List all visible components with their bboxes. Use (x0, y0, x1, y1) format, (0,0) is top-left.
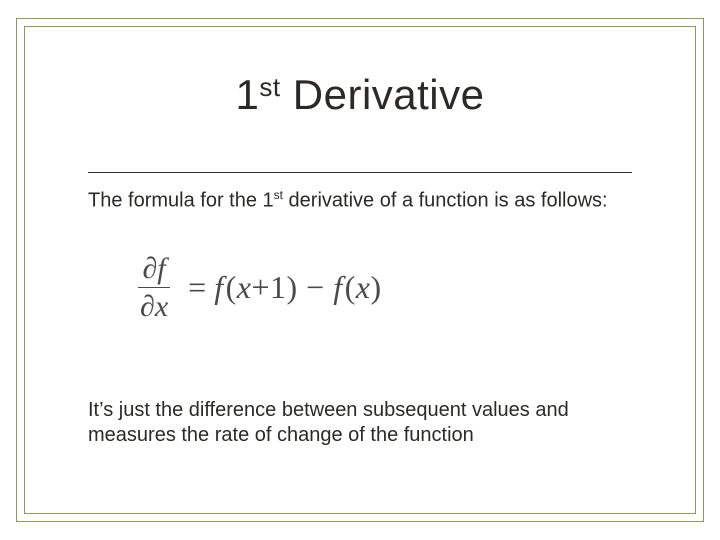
partial-x: ∂x (140, 290, 168, 323)
outro-text: It’s just the difference between subsequ… (88, 398, 632, 448)
intro-part-b: derivative of a function is as follows: (283, 190, 608, 212)
slide: 1st Derivative The formula for the 1st d… (0, 0, 720, 540)
rhs-one: 1 (270, 269, 287, 305)
fraction-numerator: ∂f (140, 252, 167, 285)
fraction: ∂f ∂x (138, 252, 170, 323)
rhs-f1: f (214, 269, 223, 305)
rhs-close2: ) (370, 269, 381, 305)
intro-superscript: st (274, 188, 283, 202)
intro-part-a: The formula for the 1 (88, 190, 274, 212)
partial-f: ∂f (142, 252, 165, 285)
title-underline (88, 172, 632, 173)
title-main: 1 (236, 71, 260, 118)
slide-title: 1st Derivative (0, 70, 720, 119)
rhs-plus: + (251, 269, 270, 305)
rhs-close1: ) (286, 269, 297, 305)
rhs-x1: x (237, 269, 252, 305)
equals-sign: = (188, 269, 206, 306)
intro-text: The formula for the 1st derivative of a … (88, 188, 632, 214)
rhs-x2: x (356, 269, 371, 305)
title-superscript: st (259, 72, 280, 102)
derivative-formula: ∂f ∂x = f(x+1) − f(x) (138, 252, 382, 322)
rhs-minus: − (298, 269, 334, 305)
rhs-open2: ( (345, 269, 356, 305)
rhs-open1: ( (226, 269, 237, 305)
formula-rhs: f(x+1) − f(x) (214, 269, 381, 306)
fraction-denominator: ∂x (138, 290, 170, 323)
fraction-bar (138, 287, 170, 288)
title-rest: Derivative (281, 71, 485, 118)
rhs-f2: f (333, 269, 342, 305)
